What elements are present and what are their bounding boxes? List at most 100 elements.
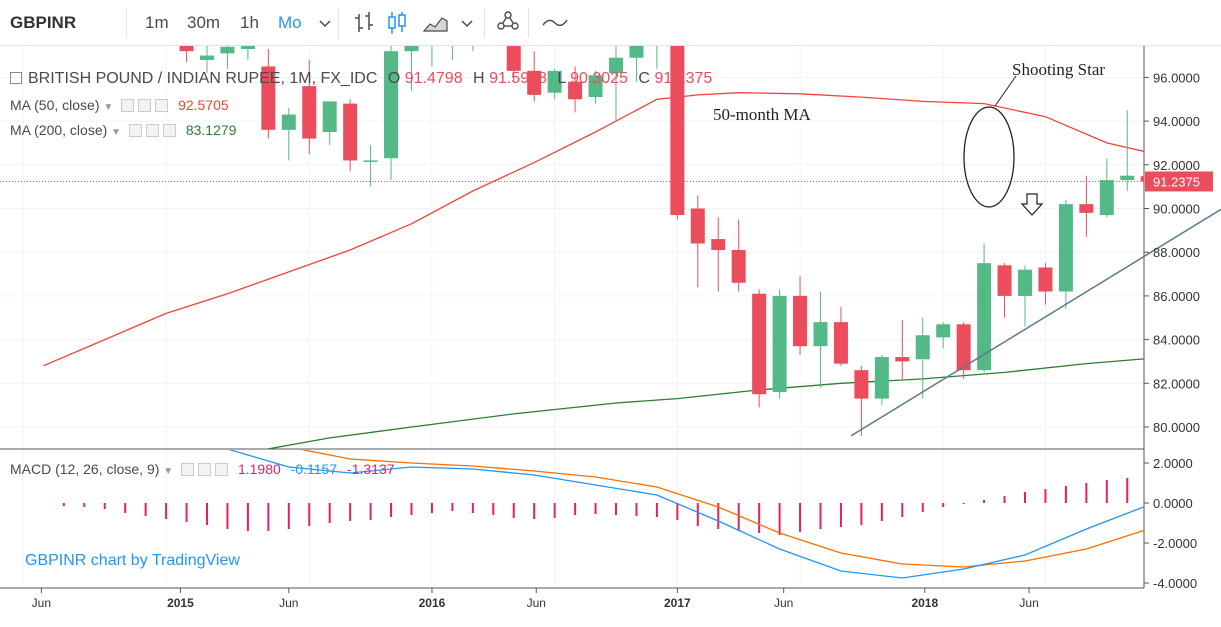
settings-icon[interactable] [145,124,159,137]
time-tick-label: Jun [527,596,546,610]
visibility-icon[interactable] [181,463,195,476]
chart-area[interactable]: 96.0000 94.0000 92.0000 90.0000 88.0000 86.00… [0,46,1221,627]
price-tick-label: 90.0000 [1153,202,1200,217]
toolbar: GBPINR 1m 30m 1h Mo [0,0,1221,46]
candle-body [854,370,869,399]
interval-30m-button[interactable]: 30m [187,13,221,32]
time-tick-label: Jun [279,596,298,610]
last-price-tag [1145,171,1213,192]
open-value: 91.4798 [404,70,463,87]
chevron-down-icon[interactable] [310,0,340,46]
interval-month-button[interactable]: Mo [278,13,302,32]
chevron-down-icon[interactable]: ▼ [163,466,174,477]
toolbar-divider [484,8,485,38]
chevron-down-icon[interactable] [452,0,482,46]
interval-1m-button[interactable]: 1m [145,13,169,32]
time-axis[interactable]: Jun 2015 Jun 2016 Jun 2017 Jun 2018 Jun [32,588,1039,610]
close-value: 91.2375 [654,70,713,87]
legend-square-icon [10,72,22,84]
ma50-legend: MA (50, close) ▼ 92.5705 [10,97,229,113]
legend-ohlc: O 91.4798 H 91.5948 L 90.3025 C 91.2375 [388,70,712,87]
settings-icon[interactable] [138,99,152,112]
candle-style-icon[interactable] [382,0,412,46]
candle-body [711,239,726,251]
ma50-value: 92.5705 [178,97,229,113]
candle-body [363,160,378,162]
candle-body [1058,204,1073,292]
chevron-down-icon[interactable]: ▼ [111,127,122,138]
time-tick-label: Jun [32,596,51,610]
indicators-icon[interactable] [493,0,523,46]
interval-1h-button[interactable]: 1h [240,13,259,32]
macd-legend: MACD (12, 26, close, 9) ▼ 1.1980 -0.1157… [10,461,395,477]
candle-body [731,250,746,283]
area-style-icon[interactable] [420,0,450,46]
macd-label: MACD (12, 26, close, 9) [10,461,160,477]
macd-pane [62,450,1144,579]
moving-averages [43,92,1144,449]
toolbar-divider [528,8,529,38]
candle-body [915,335,930,360]
price-tick-label: 94.0000 [1153,114,1200,129]
low-label: L [557,70,566,87]
candle-body [1038,267,1053,292]
candle-body [384,51,399,159]
candle-body [977,263,992,371]
candle-body [772,295,787,393]
compare-icon[interactable] [540,0,570,46]
time-tick-label: Jun [1019,596,1038,610]
macd-line [228,450,1144,579]
candle-body [1140,176,1144,182]
bar-style-icon[interactable] [349,0,379,46]
candle-body [322,101,337,133]
candle-body [588,75,603,98]
close-icon[interactable] [162,124,176,137]
macd-signal-value: -1.3137 [347,461,395,477]
chevron-down-icon[interactable]: ▼ [103,102,114,113]
high-value: 91.5948 [489,70,547,87]
close-icon[interactable] [215,463,229,476]
price-tick-label: 88.0000 [1153,245,1200,260]
ma200-label: MA (200, close) [10,122,108,138]
time-tick-label: 2016 [419,596,446,610]
candle-body [200,55,214,60]
candle-body [302,86,317,139]
price-axis[interactable]: 96.0000 94.0000 92.0000 90.0000 88.0000 86.00… [1144,70,1213,591]
price-tick-label: 86.0000 [1153,289,1200,304]
macd-tick-label: 2.0000 [1153,456,1193,471]
shooting-star-annotation: Shooting Star [1012,60,1106,79]
candle-body [1099,180,1114,216]
candle-body [936,324,951,338]
candle-body [793,295,808,347]
ma200-value: 83.1279 [185,122,237,138]
candle-body [956,324,971,371]
candle-body [1018,269,1032,296]
candle-body [997,265,1012,296]
time-tick-label: 2018 [911,596,938,610]
toolbar-divider [338,8,339,38]
main-legend: BRITISH POUND / INDIAN RUPEE, 1M, FX_IDC… [10,70,712,88]
down-arrow-icon [1020,193,1044,216]
candle-body [506,46,521,71]
candle-body [895,357,910,362]
candle-body [874,357,889,399]
time-tick-label: 2015 [167,596,194,610]
time-tick-label: 2017 [664,596,691,610]
settings-icon[interactable] [198,463,212,476]
candle-body [752,293,767,395]
time-tick-label: Jun [774,596,793,610]
candle-body [670,46,685,216]
ma-annotation: 50-month MA [713,105,811,124]
macd-tick-label: -4.0000 [1153,576,1197,591]
visibility-icon[interactable] [121,99,135,112]
visibility-icon[interactable] [128,124,142,137]
macd-hist-value: 1.1980 [237,461,281,477]
price-tick-label: 92.0000 [1153,158,1200,173]
symbol-search-button[interactable]: GBPINR [10,13,77,32]
close-icon[interactable] [155,99,169,112]
macd-signal-line [300,450,1144,568]
candle-body [609,57,623,74]
annotation-pointer [994,75,1017,107]
candle-body [690,208,705,244]
price-tick-label: 80.0000 [1153,420,1200,435]
